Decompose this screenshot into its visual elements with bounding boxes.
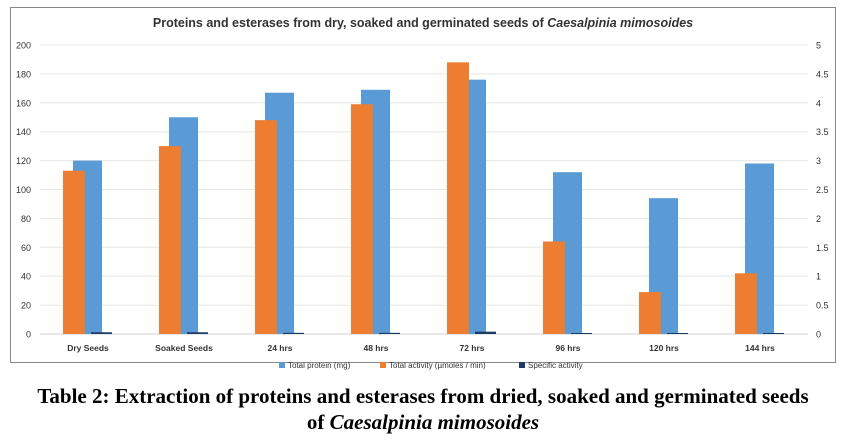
y-tick-label: 200 — [16, 41, 31, 51]
bar-total-activity — [63, 170, 85, 334]
bar-specific-activity — [667, 333, 688, 334]
legend-label: Total activity (µmoles / min) — [389, 361, 486, 370]
legend-swatch — [279, 362, 285, 368]
y-tick-label: 100 — [16, 185, 31, 195]
x-tick-label: Dry Seeds — [67, 343, 109, 353]
bar-total-activity — [351, 104, 373, 335]
caption-line-2: of Caesalpinia mimosoides — [0, 410, 846, 435]
legend-label: Specific activity — [528, 361, 583, 370]
bar-chart: Proteins and esterases from dry, soaked … — [16, 16, 829, 370]
chart-title: Proteins and esterases from dry, soaked … — [153, 16, 693, 30]
legend-swatch — [519, 362, 525, 368]
bar-specific-activity — [91, 332, 112, 334]
bar-specific-activity — [379, 332, 400, 334]
y-tick-label: 0 — [26, 330, 31, 340]
x-tick-label: 24 hrs — [267, 343, 292, 353]
y2-tick-label: 2.5 — [816, 185, 829, 195]
bar-total-activity — [543, 241, 565, 334]
x-tick-label: 72 hrs — [459, 343, 484, 353]
y2-tick-label: 4.5 — [816, 69, 829, 79]
bar-total-activity — [735, 273, 757, 334]
x-tick-label: Soaked Seeds — [155, 343, 213, 353]
y-tick-label: 20 — [21, 301, 31, 311]
legend-label: Total protein (mg) — [288, 361, 351, 370]
y-tick-label: 140 — [16, 127, 31, 137]
bar-specific-activity — [571, 333, 592, 334]
bar-total-activity — [639, 292, 661, 334]
y-tick-label: 180 — [16, 69, 31, 79]
caption-species: Caesalpinia mimosoides — [329, 410, 540, 434]
caption-line-1: Table 2: Extraction of proteins and este… — [37, 384, 809, 408]
y2-tick-label: 1.5 — [816, 243, 829, 253]
caption-prefix: of — [306, 410, 330, 434]
x-tick-label: 120 hrs — [649, 343, 679, 353]
x-tick-label: 48 hrs — [363, 343, 388, 353]
chart-frame — [10, 7, 836, 363]
y2-tick-label: 4 — [816, 98, 821, 108]
y2-tick-label: 3 — [816, 156, 821, 166]
bar-total-activity — [159, 146, 181, 334]
y2-tick-label: 0.5 — [816, 301, 829, 311]
y-tick-label: 80 — [21, 214, 31, 224]
y2-tick-label: 3.5 — [816, 127, 829, 137]
legend-swatch — [380, 362, 386, 368]
y2-tick-label: 2 — [816, 214, 821, 224]
y-tick-label: 40 — [21, 272, 31, 282]
y-tick-label: 60 — [21, 243, 31, 253]
bar-specific-activity — [187, 332, 208, 334]
bar-specific-activity — [283, 332, 304, 334]
y2-tick-label: 5 — [816, 41, 821, 51]
bar-specific-activity — [763, 333, 784, 334]
y2-tick-label: 0 — [816, 330, 821, 340]
bar-total-activity — [255, 120, 277, 334]
bar-total-activity — [447, 62, 469, 335]
x-tick-label: 144 hrs — [745, 343, 775, 353]
x-tick-label: 96 hrs — [555, 343, 580, 353]
y-tick-label: 120 — [16, 156, 31, 166]
bar-specific-activity — [475, 331, 496, 334]
y-tick-label: 160 — [16, 98, 31, 108]
y2-tick-label: 1 — [816, 272, 821, 282]
